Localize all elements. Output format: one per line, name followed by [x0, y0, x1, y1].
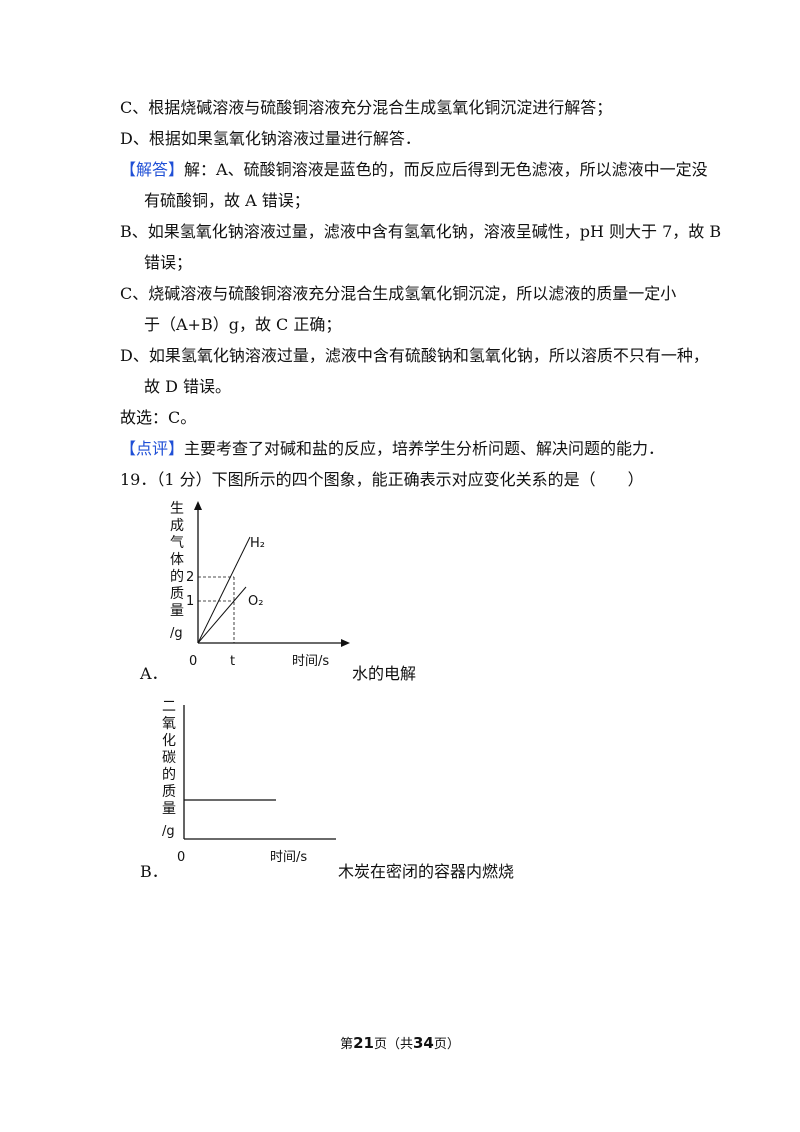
graph-b-xlabel: 时间/s	[270, 850, 307, 865]
graph-b-ylabel-char: 的	[162, 767, 176, 783]
graph-a-ylabel-char: 成	[170, 518, 184, 534]
graph-b-ylabel-char: 碳	[162, 750, 176, 766]
graph-a-ylabel-char: 生	[170, 501, 184, 517]
graph-b-ylabel-char: 量	[162, 801, 176, 817]
answer-tag: 【解答】	[120, 160, 185, 179]
graph-a-t-label: t	[230, 654, 235, 669]
graph-a-ylabel-char: 量	[170, 603, 184, 619]
graph-a-ylabel: 生 成 气 体 的 质 量	[170, 501, 184, 619]
graph-a: 生 成 气 体 的 质 量 /g 2 1 H₂ O₂ 0 t 时间/s	[170, 501, 350, 669]
page-footer: 第21页（共34页）	[0, 1033, 800, 1052]
graph-b: 二 氧 化 碳 的 质 量 /g 0 时间/s	[162, 699, 336, 865]
graph-a-yunit: /g	[170, 626, 183, 641]
footer-prefix: 第	[340, 1037, 354, 1052]
footer-suffix: 页）	[433, 1037, 460, 1052]
footer-total: 34	[413, 1034, 434, 1052]
text-line-11: 故选：C。	[120, 408, 197, 427]
graph-a-series-h2: H₂	[250, 536, 265, 551]
option-a-label: A．	[140, 664, 168, 683]
graph-a-tick-1: 1	[186, 594, 194, 609]
text-line-5: B、如果氢氧化钠溶液过量，滤液中含有氢氧化钠，溶液呈碱性，pH 则大于 7，故 …	[120, 222, 722, 241]
option-b-label: B．	[140, 862, 168, 881]
graph-a-o2-line	[197, 586, 247, 644]
text-line-8: 于（A+B）g，故 C 正确；	[144, 315, 342, 334]
graph-b-ylabel-char: 氧	[162, 716, 176, 732]
graph-a-ylabel-char: 气	[170, 535, 184, 551]
graph-b-origin: 0	[177, 850, 185, 865]
text-line-1: C、根据烧碱溶液与硫酸铜溶液充分混合生成氢氧化铜沉淀进行解答；	[120, 98, 613, 117]
text-line-4: 有硫酸铜，故 A 错误；	[144, 191, 310, 210]
graph-a-caption: 水的电解	[352, 664, 417, 683]
graph-a-xlabel: 时间/s	[292, 654, 329, 669]
comment-text: 主要考查了对碱和盐的反应，培养学生分析问题、解决问题的能力．	[184, 439, 665, 458]
graph-a-h2-line	[197, 536, 251, 644]
graph-b-ylabel-char: 化	[162, 733, 176, 749]
text-line-2: D、根据如果氢氧化钠溶液过量进行解答．	[120, 129, 421, 148]
graph-a-x-arrow	[341, 639, 350, 647]
graph-a-ylabel-char: 的	[170, 569, 184, 585]
text-line-9: D、如果氢氧化钠溶液过量，滤液中含有硫酸钠和氢氧化钠，所以溶质不只有一种，	[120, 346, 709, 365]
text-line-10: 故 D 错误。	[144, 377, 232, 396]
graph-a-ylabel-char: 体	[170, 552, 184, 568]
graph-b-ylabel: 二 氧 化 碳 的 质 量	[162, 699, 176, 817]
footer-page: 21	[353, 1034, 374, 1052]
answer-line: 【解答】解：A、硫酸铜溶液是蓝色的，而反应后得到无色滤液，所以滤液中一定没	[120, 159, 708, 181]
graph-a-origin: 0	[189, 654, 197, 669]
graph-b-caption: 木炭在密闭的容器内燃烧	[338, 862, 515, 881]
graph-b-ylabel-char: 质	[162, 784, 176, 800]
graph-b-yunit: /g	[162, 824, 175, 839]
comment-tag: 【点评】	[120, 439, 185, 458]
question-19: 19．（1 分）下图所示的四个图象，能正确表示对应变化关系的是（ ）	[120, 470, 644, 489]
graph-a-ylabel-char: 质	[170, 586, 184, 602]
comment-line: 【点评】主要考查了对碱和盐的反应，培养学生分析问题、解决问题的能力．	[120, 438, 664, 460]
graph-a-y-arrow	[194, 501, 202, 510]
text-line-7: C、烧碱溶液与硫酸铜溶液充分混合生成氢氧化铜沉淀，所以滤液的质量一定小	[120, 284, 677, 303]
answer-text: 解：A、硫酸铜溶液是蓝色的，而反应后得到无色滤液，所以滤液中一定没	[184, 160, 708, 179]
text-line-6: 错误；	[144, 253, 193, 272]
footer-mid: 页（共	[373, 1037, 413, 1052]
graph-a-series-o2: O₂	[248, 594, 263, 609]
graph-a-tick-2: 2	[186, 570, 194, 585]
graph-b-ylabel-char: 二	[162, 699, 176, 715]
